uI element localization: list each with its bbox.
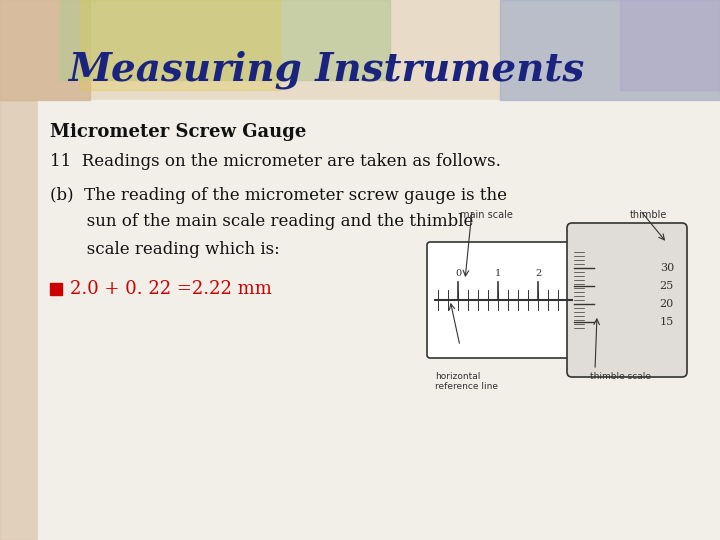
Bar: [60, 0, 390, 80]
Text: 30: 30: [660, 263, 674, 273]
Text: thimble: thimble: [630, 210, 667, 220]
FancyBboxPatch shape: [427, 242, 588, 358]
Text: 2: 2: [535, 269, 541, 278]
Text: 20: 20: [660, 299, 674, 309]
Text: 25: 25: [660, 281, 674, 291]
Bar: [38, 100, 720, 540]
Bar: [0, 0, 720, 100]
Text: Measuring Instruments: Measuring Instruments: [68, 51, 584, 89]
Text: 15: 15: [660, 317, 674, 327]
Bar: [620, 0, 720, 90]
Text: thimble scale: thimble scale: [590, 372, 651, 381]
Bar: [500, 0, 720, 100]
Bar: [0, 0, 90, 100]
FancyBboxPatch shape: [567, 223, 687, 377]
Text: sun of the main scale reading and the thimble: sun of the main scale reading and the th…: [50, 213, 473, 231]
Text: horizontal
reference line: horizontal reference line: [435, 372, 498, 391]
Text: 0: 0: [455, 269, 461, 278]
Text: 2.0 + 0. 22 =2.22 mm: 2.0 + 0. 22 =2.22 mm: [70, 280, 272, 298]
Text: main scale: main scale: [460, 210, 513, 220]
Bar: [50, 283, 62, 295]
Text: scale reading which is:: scale reading which is:: [50, 240, 280, 258]
Text: (b)  The reading of the micrometer screw gauge is the: (b) The reading of the micrometer screw …: [50, 186, 507, 204]
Text: 1: 1: [495, 269, 501, 278]
Text: 11  Readings on the micrometer are taken as follows.: 11 Readings on the micrometer are taken …: [50, 153, 501, 171]
Bar: [80, 0, 280, 90]
Bar: [0, 100, 38, 540]
Text: Micrometer Screw Gauge: Micrometer Screw Gauge: [50, 123, 307, 141]
